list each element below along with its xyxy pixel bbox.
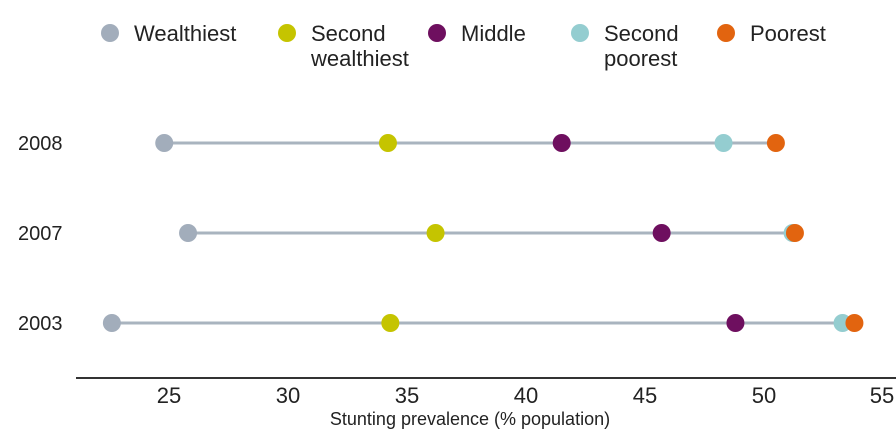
point-second-poorest-2008 — [714, 134, 733, 152]
legend-item-second-poorest: Second poorest — [571, 21, 679, 71]
point-poorest-2007 — [785, 224, 804, 242]
legend-label-middle: Middle — [461, 21, 526, 46]
x-axis-title: Stunting prevalence (% population) — [330, 409, 610, 429]
point-second-wealthiest-2003 — [381, 314, 400, 332]
year-label-2008: 2008 — [18, 133, 63, 155]
legend-label-poorest: Poorest — [750, 21, 826, 46]
legend-marker-poorest — [717, 24, 735, 42]
point-wealthiest-2007 — [179, 224, 198, 242]
x-tick-label-40: 40 — [514, 383, 538, 408]
point-middle-2003 — [726, 314, 745, 332]
year-labels: 2008 2007 2003 — [18, 133, 63, 335]
x-tick-label-35: 35 — [395, 383, 419, 408]
point-poorest-2008 — [766, 134, 785, 152]
legend-item-wealthiest: Wealthiest — [101, 21, 236, 46]
legend-marker-middle — [428, 24, 446, 42]
legend-label-wealthiest: Wealthiest — [134, 21, 236, 46]
point-second-wealthiest-2008 — [378, 134, 397, 152]
legend-item-middle: Middle — [428, 21, 526, 46]
x-axis: 25 30 35 40 45 50 55 — [76, 377, 896, 408]
connector-lines — [111, 141, 855, 325]
legend-marker-second-wealthiest — [278, 24, 296, 42]
x-tick-label-30: 30 — [276, 383, 300, 408]
year-label-2003: 2003 — [18, 313, 63, 335]
legend-item-second-wealthiest: Second wealthiest — [278, 21, 409, 71]
x-tick-label-45: 45 — [633, 383, 657, 408]
x-tick-label-50: 50 — [752, 383, 776, 408]
x-tick-label-55: 55 — [870, 383, 894, 408]
legend-marker-second-poorest — [571, 24, 589, 42]
legend: Wealthiest Second wealthiest Middle Second po… — [101, 21, 826, 71]
year-label-2007: 2007 — [18, 223, 63, 245]
point-middle-2008 — [552, 134, 571, 152]
legend-marker-wealthiest — [101, 24, 119, 42]
point-poorest-2003 — [845, 314, 864, 332]
point-wealthiest-2008 — [155, 134, 174, 152]
data-points — [102, 134, 864, 332]
point-wealthiest-2003 — [102, 314, 121, 332]
x-tick-label-25: 25 — [157, 383, 181, 408]
legend-item-poorest: Poorest — [717, 21, 826, 46]
legend-label-second-poorest: Second poorest — [604, 21, 679, 71]
legend-label-second-wealthiest: Second wealthiest — [310, 21, 409, 71]
point-second-wealthiest-2007 — [426, 224, 445, 242]
point-middle-2007 — [652, 224, 671, 242]
